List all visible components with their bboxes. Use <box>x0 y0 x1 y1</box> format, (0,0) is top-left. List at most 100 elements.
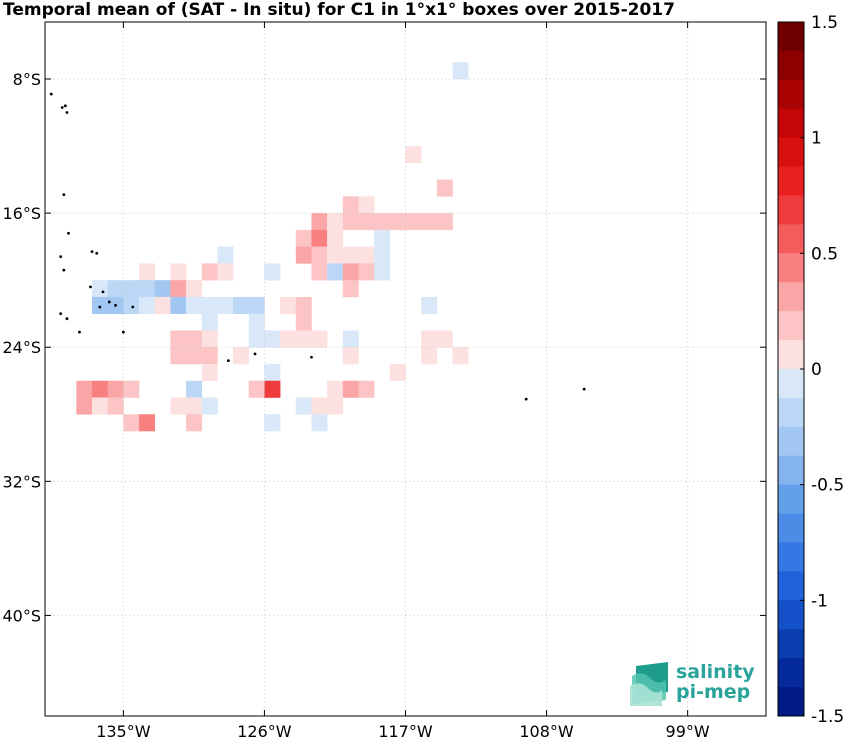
heatmap-cell <box>374 246 391 264</box>
colorbar-segment <box>778 687 804 717</box>
y-tick-label: 24°S <box>2 338 41 357</box>
heatmap-cell <box>405 213 422 231</box>
colorbar-segment <box>778 629 804 659</box>
heatmap-cell <box>342 330 359 348</box>
heatmap-cell <box>374 263 391 281</box>
island-mark <box>62 193 66 197</box>
logo-text-line1: salinity <box>676 661 755 683</box>
heatmap-cell <box>311 330 328 348</box>
heatmap-cell <box>421 296 438 314</box>
colorbar-segment <box>778 50 804 81</box>
heatmap-cell <box>311 414 328 432</box>
island-mark <box>59 312 63 316</box>
island-mark <box>524 397 528 401</box>
heatmap-cell <box>123 414 140 432</box>
heatmap-cell <box>327 263 344 281</box>
heatmap-cell <box>436 213 453 231</box>
island-mark <box>107 300 111 304</box>
heatmap-cell <box>342 380 359 398</box>
logo-text-line2: pi-mep <box>676 681 751 703</box>
y-axis-ticks: 8°S 16°S 24°S 32°S 40°S <box>2 70 766 625</box>
heatmap-cell <box>311 246 328 264</box>
colorbar-segment <box>778 311 804 341</box>
heatmap-cell <box>76 380 93 398</box>
heatmap-cell <box>186 280 203 298</box>
heatmap-cell <box>264 414 281 432</box>
heatmap-cell <box>186 296 203 314</box>
colorbar-segment <box>778 600 804 630</box>
colorbar-tick-label: -1.5 <box>811 707 844 727</box>
heatmap-cell <box>311 263 328 281</box>
x-axis-ticks: 135°W 126°W 117°W 108°W 99°W <box>96 22 710 740</box>
heatmap-cell <box>186 330 203 348</box>
x-tick-label: 99°W <box>666 722 710 740</box>
x-tick-label: 117°W <box>378 722 433 740</box>
heatmap-cell <box>342 263 359 281</box>
heatmap-cell <box>358 246 375 264</box>
colorbar-segment <box>778 397 804 428</box>
islands <box>49 92 586 401</box>
island-mark <box>90 250 94 254</box>
island-mark <box>98 305 102 309</box>
heatmap-cell <box>358 213 375 231</box>
heatmap-cell <box>436 179 453 197</box>
heatmap-cell <box>92 397 108 415</box>
heatmap-cell <box>311 229 328 247</box>
colorbar-segment <box>778 340 804 370</box>
colorbar-segment <box>778 426 804 457</box>
heatmap-cell <box>201 330 218 348</box>
heatmap-cell <box>123 380 140 398</box>
island-mark <box>121 330 125 334</box>
colorbar-segment <box>778 166 804 196</box>
island-mark <box>65 317 69 321</box>
colorbar-segment <box>778 79 804 110</box>
heatmap-cell <box>107 280 124 298</box>
heatmap-cell <box>123 296 140 314</box>
heatmap-cell <box>327 229 344 247</box>
heatmap-cell <box>389 363 406 382</box>
heatmap-cell <box>295 296 312 314</box>
heatmap-cell <box>186 347 203 365</box>
heatmap-cell <box>280 296 297 314</box>
heatmap-cell <box>233 296 250 314</box>
colorbar-segment <box>778 108 804 139</box>
heatmap-cell <box>342 347 359 365</box>
heatmap-cell <box>248 313 265 331</box>
colorbar-segment <box>778 542 804 572</box>
heatmap-cell <box>358 196 375 214</box>
heatmap-cell <box>201 363 218 382</box>
island-mark <box>101 290 105 294</box>
island-mark <box>65 111 69 114</box>
heatmap-cell <box>295 397 312 415</box>
heatmap-cell <box>374 213 391 231</box>
x-tick-label: 108°W <box>519 722 574 740</box>
colorbar-segment <box>778 455 804 486</box>
colorbar-segment <box>778 571 804 601</box>
heatmap-cell <box>201 296 218 314</box>
heatmap-cell <box>186 397 203 415</box>
heatmap-cell <box>327 380 344 398</box>
heatmap-cell <box>139 414 156 432</box>
heatmap-cell <box>92 280 108 298</box>
heatmap-cell <box>170 397 187 415</box>
heatmap-cell <box>327 397 344 415</box>
colorbar-segment <box>778 658 804 688</box>
heatmap-cell <box>92 296 108 314</box>
colorbar-tick-label: 1 <box>811 129 822 149</box>
heatmap-cell <box>280 330 297 348</box>
colorbar-tick-label: 0 <box>811 360 822 380</box>
heatmap-cell <box>201 263 218 281</box>
heatmap-cell <box>139 296 156 314</box>
colorbar-tick-label: -0.5 <box>811 476 844 496</box>
heatmap-cell <box>107 397 124 415</box>
y-tick-label: 16°S <box>2 204 41 223</box>
heatmap-cell <box>342 213 359 231</box>
colorbar-segment <box>778 253 804 283</box>
heatmap-cell <box>295 330 312 348</box>
heatmap-cell <box>295 313 312 331</box>
heatmap-cell <box>264 263 281 281</box>
colorbar <box>777 21 805 717</box>
colorbar-ticks: 1.5 1 0.5 0 -0.5 -1 -1.5 <box>800 13 844 727</box>
colorbar-segment <box>778 195 804 225</box>
